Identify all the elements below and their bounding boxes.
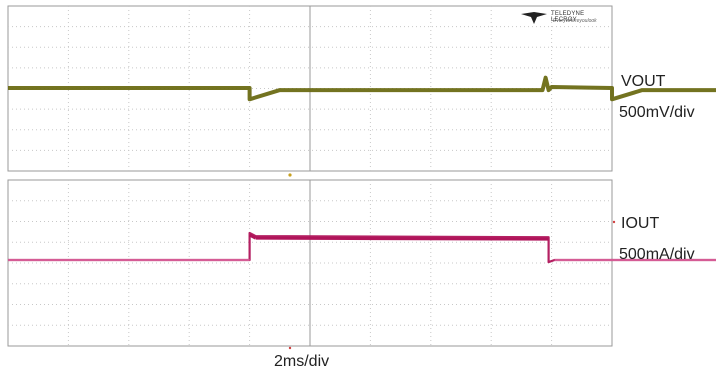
iout-high-segment (248, 233, 257, 240)
logo-tagline-text: Everywhereyoulook (553, 18, 597, 24)
teledyne-lecroy-logo: TELEDYNE LECROY Everywhereyoulook (521, 10, 611, 26)
iout-high-segment (255, 236, 549, 241)
vout-scale-label: 500mV/div (619, 104, 695, 121)
vout-channel-label: VOUT (621, 73, 666, 90)
vout-panel (7, 5, 716, 172)
iout-scale-label: 500mA/div (619, 246, 695, 263)
trigger-marker (288, 173, 292, 177)
iout-offset-marker (612, 220, 616, 224)
time-reference-marker (288, 346, 292, 350)
scope-markers (288, 173, 616, 350)
iout-waveform (8, 231, 716, 264)
logo-brand-text: TELEDYNE LECROY (551, 11, 585, 23)
teledyne-eagle-logo-icon (521, 12, 547, 24)
iout-panel (7, 179, 716, 347)
timebase-label: 2ms/div (274, 353, 330, 370)
vout-waveform (8, 75, 716, 102)
iout-channel-label: IOUT (621, 215, 660, 232)
